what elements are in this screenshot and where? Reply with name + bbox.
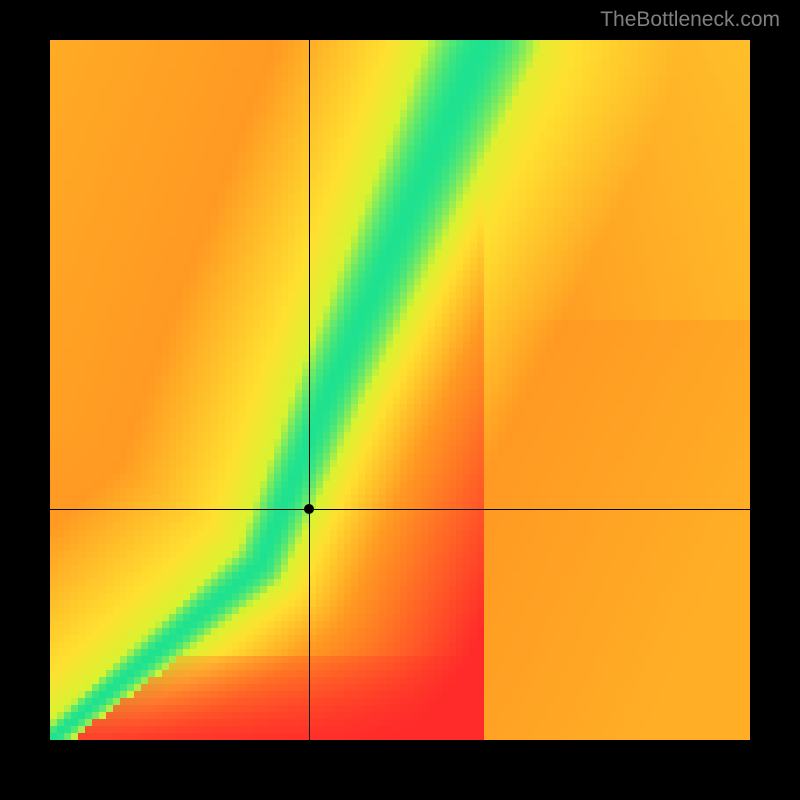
heatmap-canvas — [50, 40, 750, 740]
watermark-text: TheBottleneck.com — [600, 8, 780, 32]
data-point-marker — [304, 504, 314, 514]
crosshair-horizontal — [50, 509, 750, 510]
heatmap-plot — [50, 40, 750, 740]
crosshair-vertical — [309, 40, 310, 740]
